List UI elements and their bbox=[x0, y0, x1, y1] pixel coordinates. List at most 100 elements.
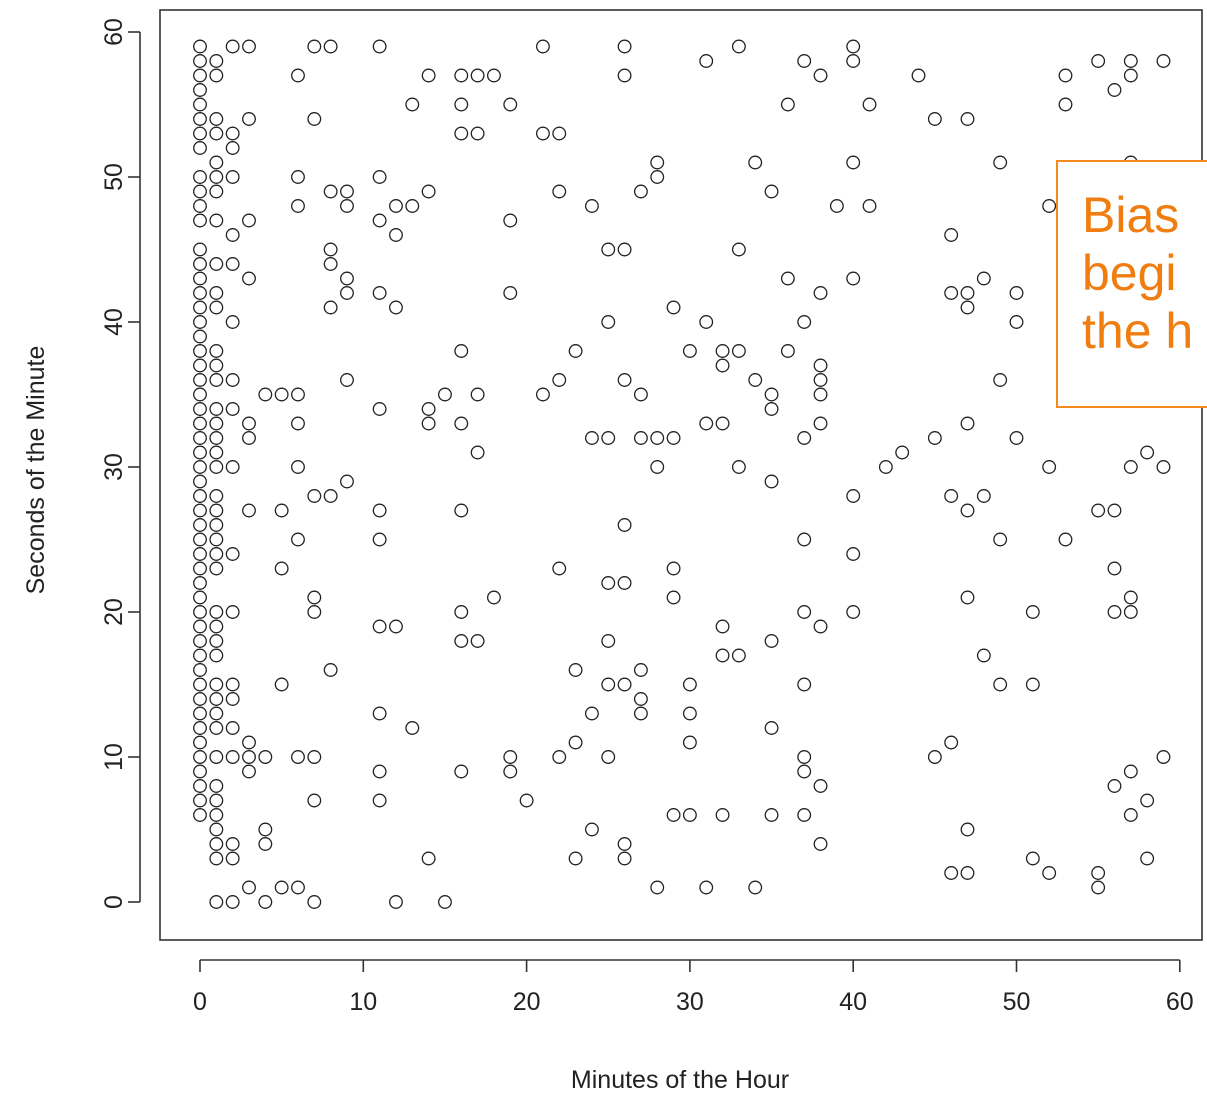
data-point bbox=[1156, 750, 1171, 764]
data-point bbox=[323, 242, 338, 257]
data-point bbox=[682, 706, 697, 721]
data-point bbox=[927, 750, 942, 764]
data-point bbox=[372, 39, 387, 54]
data-point bbox=[454, 97, 469, 112]
data-point bbox=[813, 837, 828, 851]
data-point bbox=[209, 706, 224, 721]
data-point bbox=[209, 750, 224, 764]
data-point bbox=[764, 402, 779, 416]
data-point bbox=[209, 358, 224, 373]
data-point bbox=[340, 199, 354, 213]
data-point bbox=[911, 68, 926, 83]
data-point bbox=[993, 155, 1008, 170]
data-point bbox=[601, 431, 616, 445]
data-point bbox=[813, 68, 828, 83]
data-point bbox=[552, 373, 567, 387]
data-point bbox=[715, 619, 730, 634]
data-point bbox=[699, 416, 714, 431]
data-point bbox=[1091, 880, 1106, 895]
data-point bbox=[650, 460, 665, 474]
data-point bbox=[1156, 460, 1171, 474]
data-point bbox=[193, 474, 207, 489]
data-point bbox=[764, 721, 779, 735]
data-point bbox=[209, 503, 224, 518]
data-point bbox=[1123, 460, 1138, 474]
data-point bbox=[797, 764, 812, 779]
data-point bbox=[568, 663, 583, 677]
data-point bbox=[454, 344, 469, 358]
data-point bbox=[944, 228, 959, 242]
data-point bbox=[372, 793, 387, 808]
data-point bbox=[454, 126, 469, 141]
data-point bbox=[307, 112, 322, 126]
data-point bbox=[568, 735, 583, 750]
data-point bbox=[209, 257, 224, 271]
data-point bbox=[193, 344, 207, 358]
data-point bbox=[193, 54, 207, 68]
data-point bbox=[323, 39, 338, 54]
data-point bbox=[242, 431, 256, 445]
data-point bbox=[780, 97, 795, 112]
data-point bbox=[242, 764, 256, 779]
data-point bbox=[617, 39, 632, 54]
data-point bbox=[715, 648, 730, 663]
data-point bbox=[960, 300, 975, 315]
data-point bbox=[1107, 83, 1122, 97]
data-point bbox=[1025, 605, 1040, 619]
x-tick-label: 20 bbox=[513, 988, 541, 1016]
data-point bbox=[405, 199, 420, 213]
data-point bbox=[1009, 431, 1024, 445]
data-point bbox=[731, 242, 746, 257]
data-point bbox=[470, 387, 485, 402]
data-point bbox=[291, 750, 305, 764]
data-point bbox=[242, 735, 256, 750]
data-point bbox=[209, 895, 224, 909]
data-point bbox=[274, 677, 289, 692]
data-point bbox=[764, 808, 779, 822]
data-point bbox=[193, 648, 207, 663]
data-point bbox=[797, 808, 812, 822]
data-point bbox=[682, 677, 697, 692]
data-point bbox=[797, 54, 812, 68]
data-point bbox=[193, 518, 207, 532]
data-point bbox=[699, 54, 714, 68]
data-point bbox=[1058, 68, 1073, 83]
data-point bbox=[813, 358, 828, 373]
data-point bbox=[1091, 503, 1106, 518]
data-point bbox=[748, 880, 763, 895]
data-point bbox=[944, 489, 959, 503]
data-point bbox=[193, 39, 207, 54]
data-point bbox=[944, 866, 959, 880]
data-point bbox=[209, 170, 224, 184]
data-point bbox=[372, 402, 387, 416]
data-point bbox=[715, 344, 730, 358]
data-point bbox=[535, 39, 550, 54]
data-point bbox=[340, 474, 354, 489]
data-point bbox=[617, 518, 632, 532]
data-point bbox=[519, 793, 534, 808]
data-point bbox=[225, 126, 240, 141]
data-point bbox=[976, 489, 991, 503]
data-point bbox=[340, 286, 354, 300]
y-tick-label: 60 bbox=[100, 18, 128, 46]
data-point bbox=[193, 416, 207, 431]
data-point bbox=[372, 706, 387, 721]
data-point bbox=[1123, 764, 1138, 779]
data-point bbox=[193, 257, 207, 271]
data-point bbox=[976, 648, 991, 663]
data-point bbox=[193, 213, 207, 228]
data-point bbox=[209, 561, 224, 576]
data-point bbox=[1123, 808, 1138, 822]
data-point bbox=[209, 431, 224, 445]
data-point bbox=[405, 97, 420, 112]
data-point bbox=[389, 619, 403, 634]
data-point bbox=[307, 793, 322, 808]
data-point bbox=[193, 199, 207, 213]
data-point bbox=[209, 605, 224, 619]
data-point bbox=[307, 750, 322, 764]
data-point bbox=[633, 184, 648, 199]
data-point bbox=[225, 895, 240, 909]
y-tick-label: 40 bbox=[100, 308, 128, 336]
data-point bbox=[225, 315, 240, 329]
data-point bbox=[193, 242, 207, 257]
